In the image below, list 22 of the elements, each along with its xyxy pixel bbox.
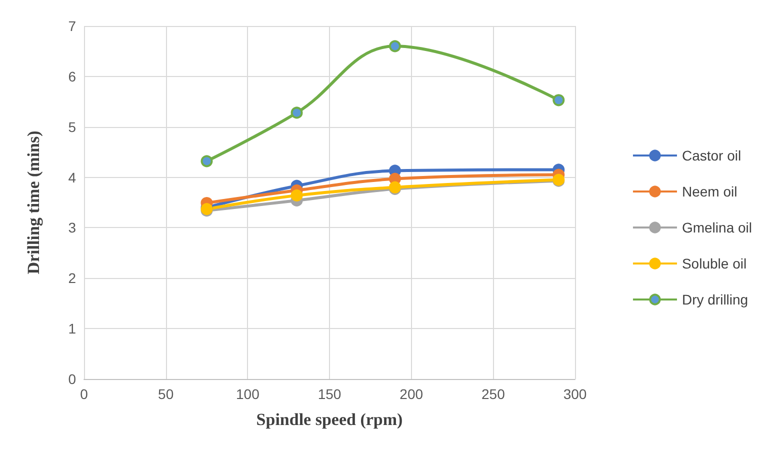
y-tick-label: 0 [68, 371, 76, 387]
x-tick-label: 100 [236, 386, 260, 402]
x-tick-label: 0 [80, 386, 88, 402]
legend-label: Soluble oil [682, 256, 747, 272]
x-tick-label: 50 [158, 386, 174, 402]
y-tick-label: 7 [68, 18, 76, 34]
x-axis-title: Spindle speed (rpm) [256, 410, 403, 429]
y-tick-label: 2 [68, 270, 76, 286]
x-tick-label: 200 [400, 386, 424, 402]
y-axis-title: Drilling time (mins) [24, 130, 43, 274]
x-tick-label: 250 [481, 386, 506, 402]
x-tick-label: 150 [318, 386, 342, 402]
y-tick-label: 1 [68, 320, 76, 337]
y-tick-label: 3 [68, 220, 76, 236]
legend-label: Castor oil [682, 148, 742, 164]
x-tick-label: 300 [563, 386, 587, 402]
y-tick-label: 4 [68, 169, 76, 186]
y-tick-label: 6 [68, 68, 76, 84]
legend-label: Dry drilling [682, 292, 748, 308]
y-tick-label: 5 [68, 118, 76, 135]
legend-label: Neem oil [682, 184, 738, 200]
legend-label: Gmelina oil [682, 220, 752, 236]
